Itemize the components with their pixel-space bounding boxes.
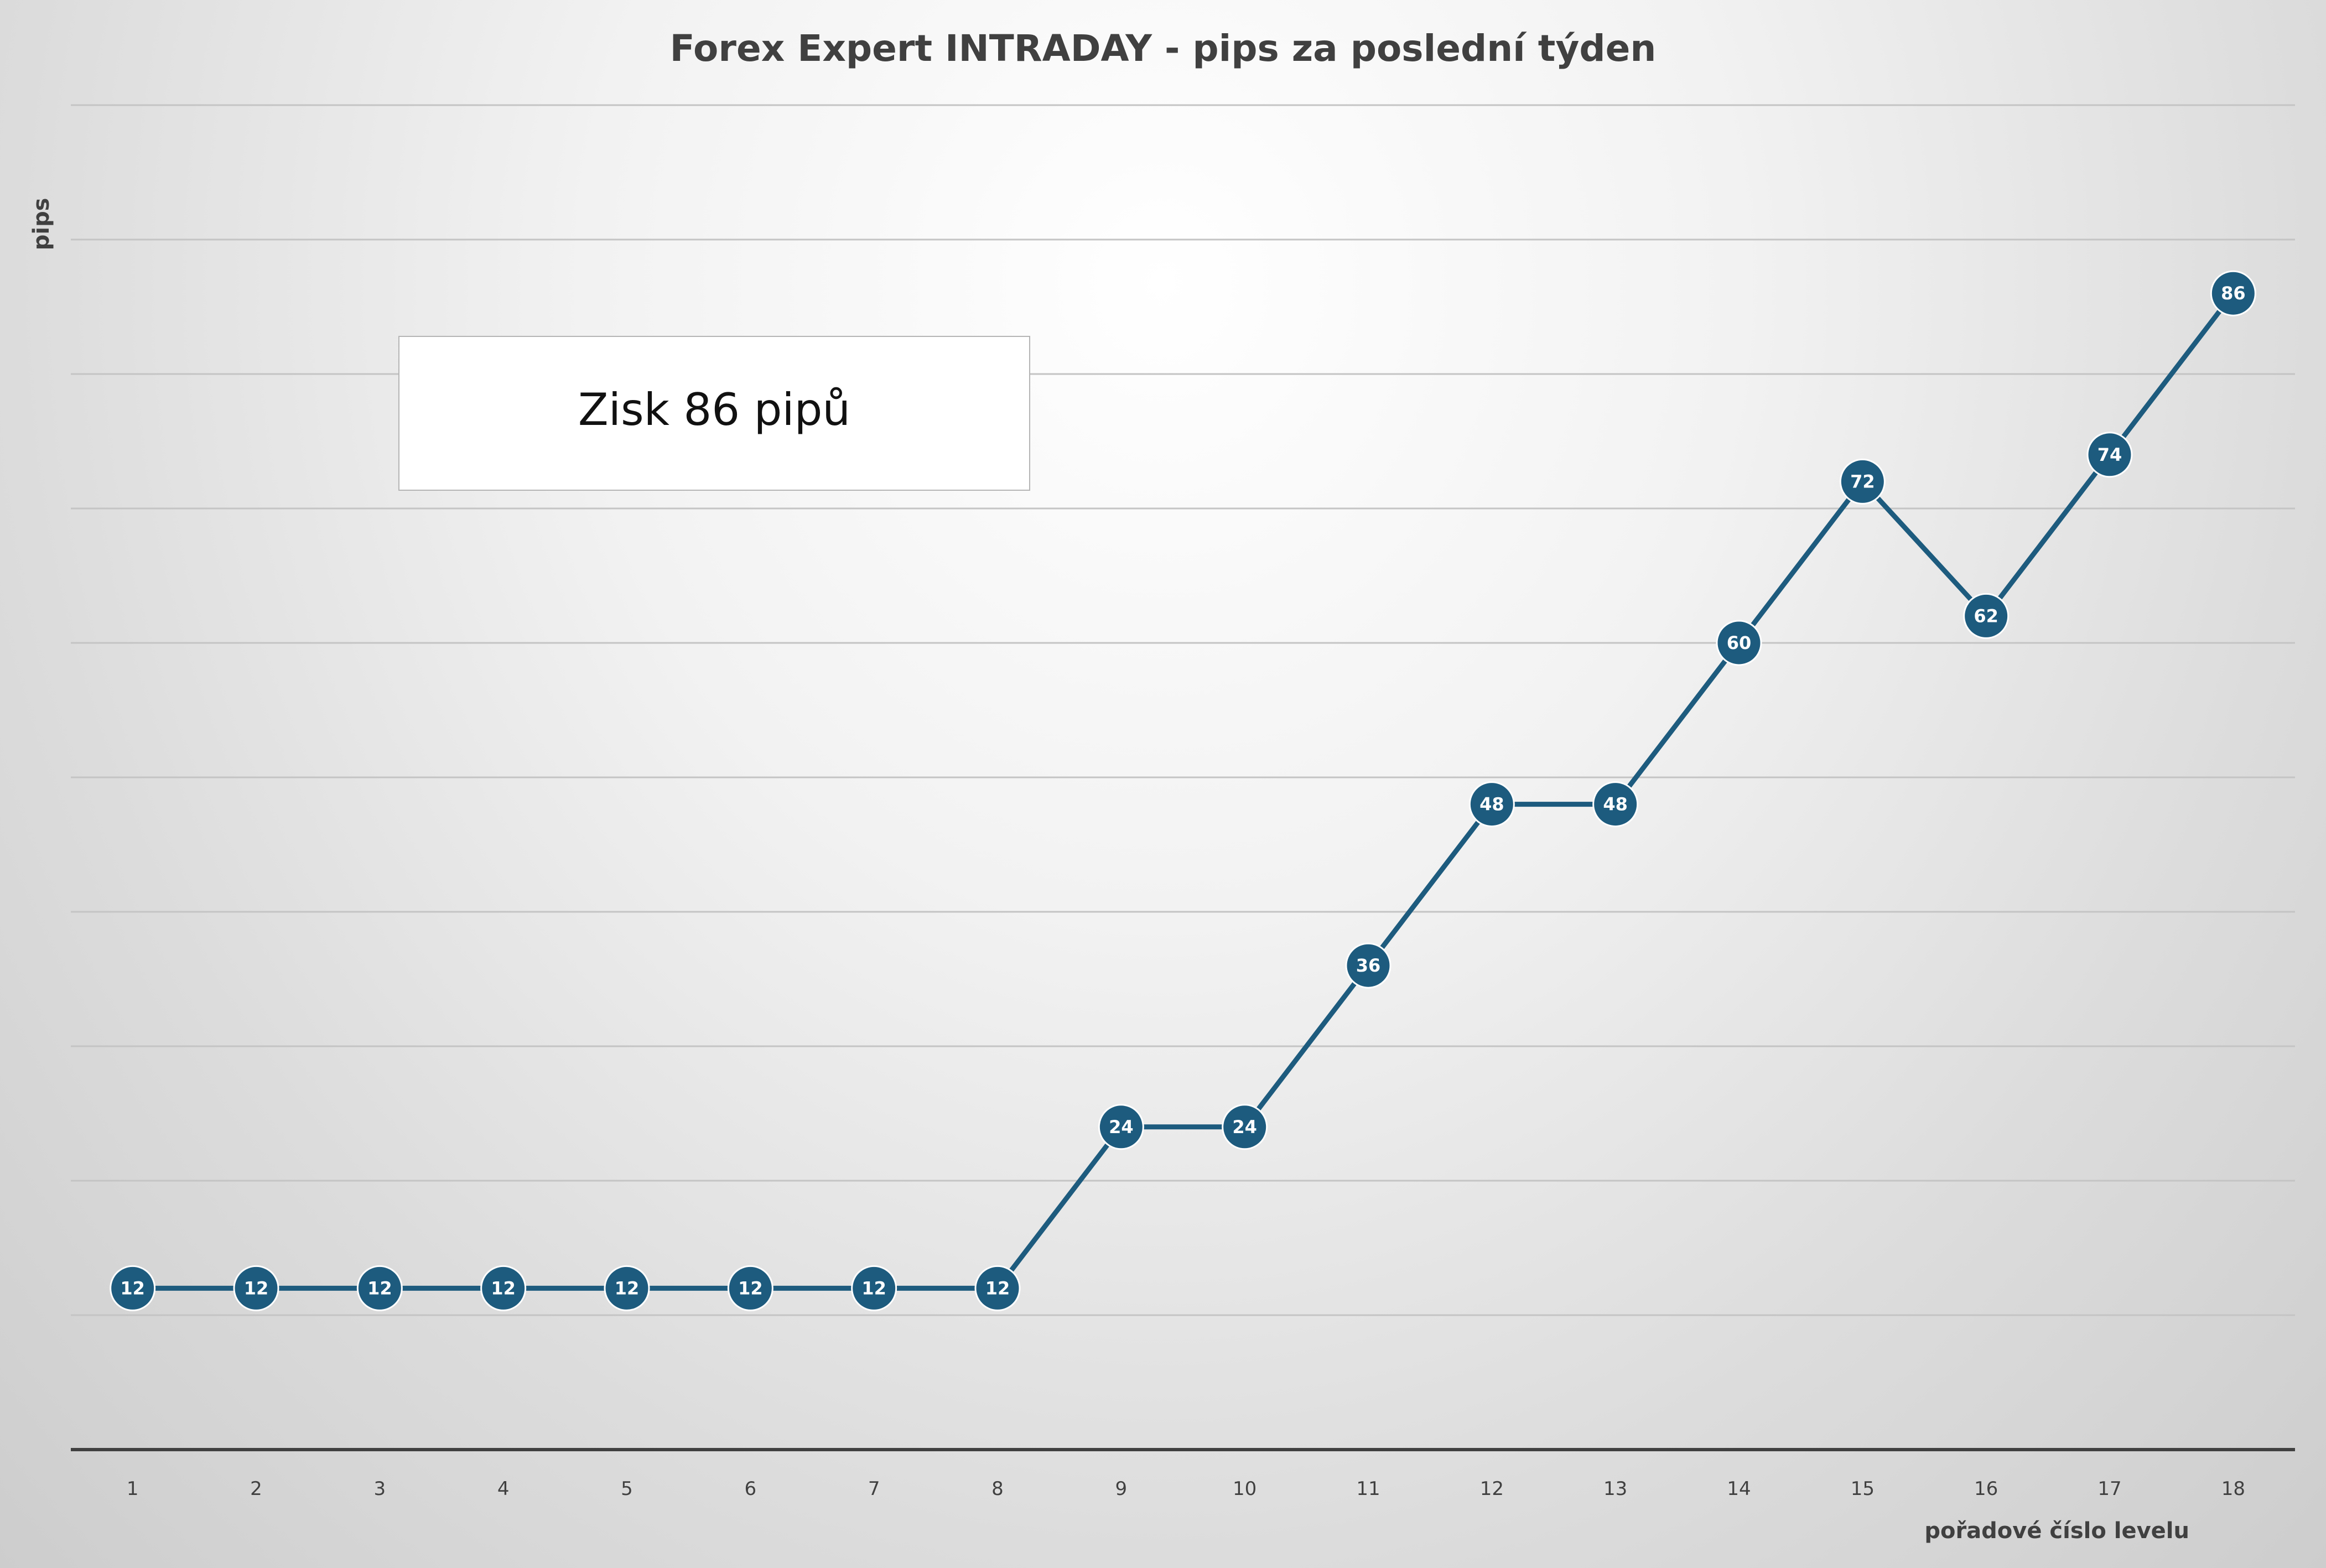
data-point [1468, 781, 1515, 828]
annotation-box: Zisk 86 pipů [398, 336, 1030, 491]
x-tick-label: 5 [621, 1478, 633, 1500]
data-point [356, 1265, 403, 1311]
data-label: 48 [1479, 794, 1504, 815]
data-point [110, 1265, 156, 1311]
chart-title: Forex Expert INTRADAY - pips za poslední… [670, 27, 1657, 70]
data-point [233, 1265, 279, 1311]
x-tick-label: 11 [1356, 1478, 1380, 1500]
data-label: 24 [1109, 1117, 1134, 1138]
data-point [1345, 942, 1392, 989]
data-label: 12 [244, 1278, 269, 1299]
x-tick-label: 1 [127, 1478, 139, 1500]
data-label: 12 [120, 1278, 145, 1299]
data-label: 12 [985, 1278, 1010, 1299]
data-label: 12 [615, 1278, 640, 1299]
x-tick-label: 6 [745, 1478, 757, 1500]
data-label: 60 [1727, 632, 1752, 653]
data-point [974, 1265, 1021, 1311]
data-point [2210, 270, 2256, 316]
x-tick-label: 9 [1115, 1478, 1128, 1500]
data-point [851, 1265, 897, 1311]
data-label: 74 [2097, 444, 2122, 465]
data-label: 72 [1850, 471, 1875, 492]
x-tick-label: 14 [1727, 1478, 1751, 1500]
x-tick-label: 2 [250, 1478, 262, 1500]
x-axis: 1 2 3 4 5 6 7 8 9 10 11 12 13 14 15 16 17 18 [71, 1448, 2295, 1500]
data-point [1963, 593, 2010, 639]
x-tick-label: 7 [868, 1478, 880, 1500]
data-label: 12 [738, 1278, 763, 1299]
x-tick-label: 4 [497, 1478, 510, 1500]
data-label: 62 [1974, 605, 1998, 626]
x-tick-label: 3 [374, 1478, 386, 1500]
data-label: 24 [1232, 1117, 1257, 1138]
x-tick-label: 15 [1851, 1478, 1875, 1500]
y-axis-title: pips [29, 198, 54, 251]
data-point [727, 1265, 773, 1311]
data-label: 12 [491, 1278, 516, 1299]
x-tick-label: 17 [2097, 1478, 2121, 1500]
x-tick-label: 16 [1974, 1478, 1998, 1500]
x-axis-title: pořadové číslo levelu [1924, 1518, 2189, 1544]
data-point [1592, 781, 1639, 828]
series-layer: 12 12 12 12 12 12 12 12 24 24 36 48 48 60 72 62 74 86 [110, 270, 2256, 1311]
x-tick-label: 13 [1603, 1478, 1627, 1500]
data-point [1839, 458, 1886, 505]
data-label: 12 [861, 1278, 886, 1299]
x-tick-label: 10 [1233, 1478, 1257, 1500]
data-label: 12 [367, 1278, 392, 1299]
data-point [2086, 432, 2133, 478]
data-point [604, 1265, 650, 1311]
gridlines [71, 104, 2295, 1316]
data-point [1098, 1104, 1144, 1150]
x-tick-label: 18 [2221, 1478, 2245, 1500]
data-point [1222, 1104, 1268, 1150]
data-label: 48 [1603, 794, 1628, 815]
annotation-text: Zisk 86 pipů [578, 383, 851, 435]
data-point [480, 1265, 527, 1311]
data-label: 86 [2221, 283, 2246, 304]
x-tick-label: 12 [1480, 1478, 1504, 1500]
data-point [1716, 620, 1762, 666]
data-label: 36 [1356, 955, 1381, 976]
x-tick-label: 8 [991, 1478, 1004, 1500]
